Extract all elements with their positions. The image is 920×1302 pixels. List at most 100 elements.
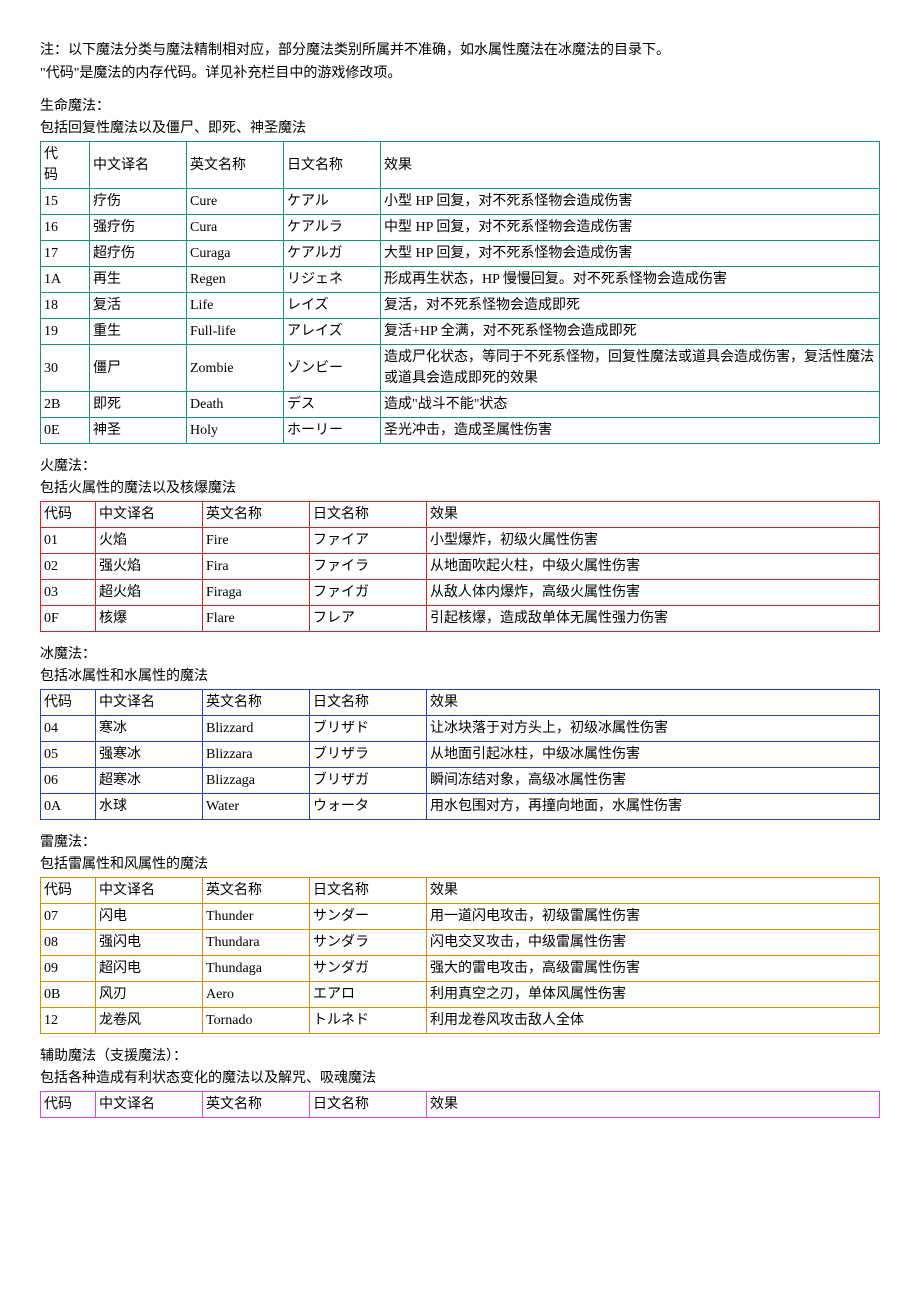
table-row: 06超寒冰Blizzagaブリザガ瞬间冻结对象，高级冰属性伤害 (41, 768, 880, 794)
intro-line-2: "代码"是魔法的内存代码。详见补充栏目中的游戏修改项。 (40, 63, 880, 84)
cell-code: 0A (41, 794, 96, 820)
col-cn-header: 中文译名 (96, 502, 203, 528)
table-row: 0F核爆Flareフレア引起核爆，造成敌单体无属性强力伤害 (41, 606, 880, 632)
col-jp-header: 日文名称 (310, 502, 427, 528)
cell-cn: 超疗伤 (90, 241, 187, 267)
cell-en: Aero (203, 982, 310, 1008)
cell-jp: ファイア (310, 528, 427, 554)
col-effect-header: 效果 (427, 1092, 880, 1118)
cell-en: Full-life (187, 319, 284, 345)
col-cn-header: 中文译名 (90, 142, 187, 189)
col-en-header: 英文名称 (203, 690, 310, 716)
table-row: 05强寒冰Blizzaraブリザラ从地面引起冰柱，中级冰属性伤害 (41, 742, 880, 768)
cell-jp: ファイガ (310, 580, 427, 606)
magic-table: 代码中文译名英文名称日文名称效果04寒冰Blizzardブリザド让冰块落于对方头… (40, 689, 880, 820)
col-effect-header: 效果 (427, 878, 880, 904)
cell-effect: 小型 HP 回复，对不死系怪物会造成伤害 (381, 189, 880, 215)
section-subtitle: 包括各种造成有利状态变化的魔法以及解咒、吸魂魔法 (40, 1068, 880, 1089)
section-title: 辅助魔法（支援魔法）： (40, 1046, 880, 1067)
cell-jp: ケアルラ (284, 215, 381, 241)
cell-code: 08 (41, 930, 96, 956)
cell-code: 18 (41, 293, 90, 319)
table-row: 07闪电Thunderサンダー用一道闪电攻击，初级雷属性伤害 (41, 904, 880, 930)
table-row: 09超闪电Thundagaサンダガ强大的雷电攻击，高级雷属性伤害 (41, 956, 880, 982)
cell-code: 2B (41, 392, 90, 418)
cell-jp: エアロ (310, 982, 427, 1008)
table-row: 1A再生Regenリジェネ形成再生状态，HP 慢慢回复。对不死系怪物会造成伤害 (41, 267, 880, 293)
cell-jp: アレイズ (284, 319, 381, 345)
col-cn-header: 中文译名 (96, 1092, 203, 1118)
cell-effect: 从地面吹起火柱，中级火属性伤害 (427, 554, 880, 580)
col-cn-header: 中文译名 (96, 878, 203, 904)
cell-cn: 超闪电 (96, 956, 203, 982)
cell-effect: 强大的雷电攻击，高级雷属性伤害 (427, 956, 880, 982)
table-row: 15疗伤Cureケアル小型 HP 回复，对不死系怪物会造成伤害 (41, 189, 880, 215)
section-subtitle: 包括回复性魔法以及僵尸、即死、神圣魔法 (40, 118, 880, 139)
cell-effect: 引起核爆，造成敌单体无属性强力伤害 (427, 606, 880, 632)
cell-code: 19 (41, 319, 90, 345)
cell-effect: 从敌人体内爆炸，高级火属性伤害 (427, 580, 880, 606)
cell-cn: 龙卷风 (96, 1008, 203, 1034)
cell-cn: 闪电 (96, 904, 203, 930)
cell-code: 17 (41, 241, 90, 267)
cell-code: 0B (41, 982, 96, 1008)
section-title: 火魔法： (40, 456, 880, 477)
magic-table: 代码中文译名英文名称日文名称效果01火焰Fireファイア小型爆炸，初级火属性伤害… (40, 501, 880, 632)
table-row: 30僵尸Zombieゾンビー造成尸化状态，等同于不死系怪物，回复性魔法或道具会造… (41, 345, 880, 392)
col-code-header: 代码 (41, 1092, 96, 1118)
cell-jp: ブリザガ (310, 768, 427, 794)
cell-cn: 僵尸 (90, 345, 187, 392)
col-en-header: 英文名称 (187, 142, 284, 189)
cell-effect: 利用真空之刃，单体风属性伤害 (427, 982, 880, 1008)
cell-effect: 形成再生状态，HP 慢慢回复。对不死系怪物会造成伤害 (381, 267, 880, 293)
cell-jp: トルネド (310, 1008, 427, 1034)
cell-effect: 小型爆炸，初级火属性伤害 (427, 528, 880, 554)
cell-cn: 强疗伤 (90, 215, 187, 241)
section-subtitle: 包括雷属性和风属性的魔法 (40, 854, 880, 875)
cell-code: 12 (41, 1008, 96, 1034)
cell-code: 05 (41, 742, 96, 768)
cell-cn: 超寒冰 (96, 768, 203, 794)
cell-effect: 复活+HP 全满，对不死系怪物会造成即死 (381, 319, 880, 345)
table-row: 01火焰Fireファイア小型爆炸，初级火属性伤害 (41, 528, 880, 554)
col-effect-header: 效果 (427, 690, 880, 716)
cell-effect: 圣光冲击，造成圣属性伤害 (381, 418, 880, 444)
cell-en: Zombie (187, 345, 284, 392)
cell-code: 01 (41, 528, 96, 554)
cell-cn: 超火焰 (96, 580, 203, 606)
cell-cn: 火焰 (96, 528, 203, 554)
cell-effect: 中型 HP 回复，对不死系怪物会造成伤害 (381, 215, 880, 241)
cell-effect: 利用龙卷风攻击敌人全体 (427, 1008, 880, 1034)
table-row: 2B即死Deathデス造成"战斗不能"状态 (41, 392, 880, 418)
magic-table: 代 码中文译名英文名称日文名称效果15疗伤Cureケアル小型 HP 回复，对不死… (40, 141, 880, 444)
col-jp-header: 日文名称 (284, 142, 381, 189)
cell-en: Flare (203, 606, 310, 632)
cell-jp: リジェネ (284, 267, 381, 293)
col-effect-header: 效果 (381, 142, 880, 189)
cell-en: Thundaga (203, 956, 310, 982)
cell-effect: 用水包围对方，再撞向地面，水属性伤害 (427, 794, 880, 820)
cell-cn: 复活 (90, 293, 187, 319)
cell-cn: 强寒冰 (96, 742, 203, 768)
cell-effect: 用一道闪电攻击，初级雷属性伤害 (427, 904, 880, 930)
cell-cn: 重生 (90, 319, 187, 345)
cell-jp: ホーリー (284, 418, 381, 444)
cell-en: Blizzard (203, 716, 310, 742)
table-row: 03超火焰Firagaファイガ从敌人体内爆炸，高级火属性伤害 (41, 580, 880, 606)
section-title: 生命魔法： (40, 96, 880, 117)
col-code-header: 代码 (41, 878, 96, 904)
cell-en: Life (187, 293, 284, 319)
cell-en: Water (203, 794, 310, 820)
cell-jp: サンダー (310, 904, 427, 930)
col-code-header: 代码 (41, 690, 96, 716)
cell-code: 09 (41, 956, 96, 982)
cell-cn: 水球 (96, 794, 203, 820)
cell-code: 16 (41, 215, 90, 241)
cell-jp: ケアルガ (284, 241, 381, 267)
cell-en: Cura (187, 215, 284, 241)
table-row: 16强疗伤Curaケアルラ中型 HP 回复，对不死系怪物会造成伤害 (41, 215, 880, 241)
cell-effect: 从地面引起冰柱，中级冰属性伤害 (427, 742, 880, 768)
cell-jp: ブリザド (310, 716, 427, 742)
cell-code: 07 (41, 904, 96, 930)
cell-cn: 神圣 (90, 418, 187, 444)
